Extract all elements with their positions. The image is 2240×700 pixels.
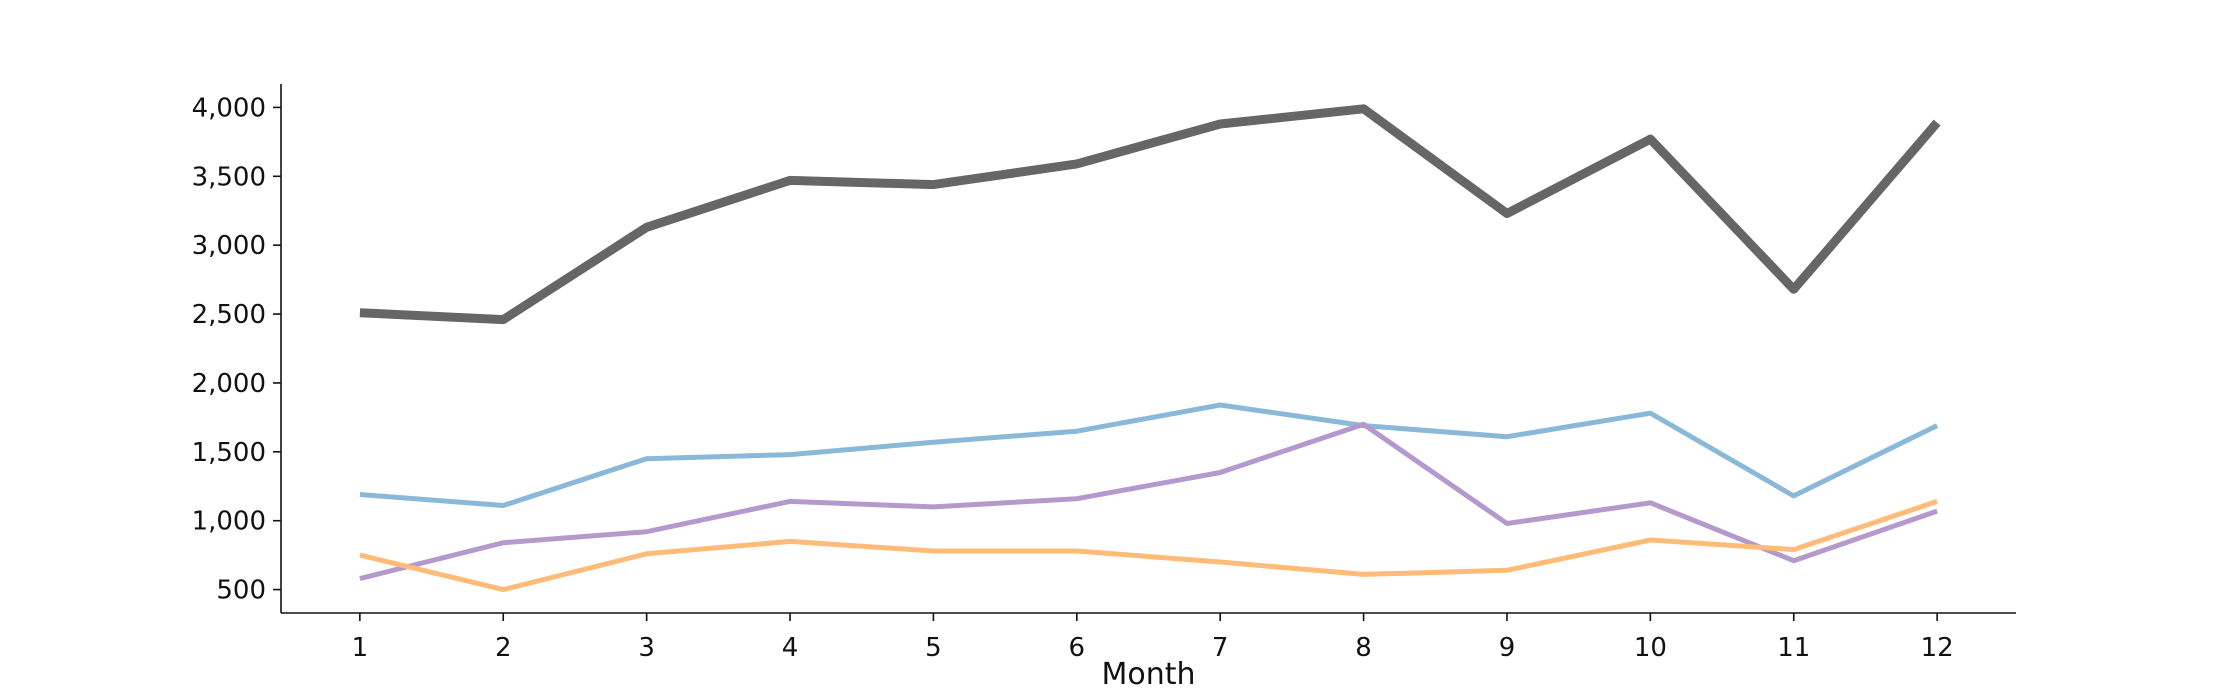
x-axis-ticks: 1 2 3 4 5 6 7 8 9 10 11 12 bbox=[352, 613, 1954, 663]
x-tick-label: 8 bbox=[1355, 633, 1372, 663]
series-line-1 bbox=[359, 104, 1941, 325]
x-tick-label: 4 bbox=[782, 633, 799, 663]
y-axis-ticks: 500 1,000 1,500 2,000 2,500 3,000 3,500 4,000 bbox=[192, 93, 281, 606]
y-tick-label: 2,500 bbox=[192, 300, 266, 330]
x-tick-label: 2 bbox=[495, 633, 512, 663]
series-line-3 bbox=[359, 421, 1938, 582]
x-tick-label: 10 bbox=[1634, 633, 1667, 663]
x-tick-label: 6 bbox=[1069, 633, 1086, 663]
x-tick-label: 12 bbox=[1921, 633, 1954, 663]
y-tick-label: 1,000 bbox=[192, 507, 266, 537]
x-tick-label: 9 bbox=[1499, 633, 1516, 663]
series-lines bbox=[359, 104, 1941, 593]
x-tick-label: 11 bbox=[1777, 633, 1810, 663]
series-line-4 bbox=[359, 499, 1938, 593]
y-tick-label: 4,000 bbox=[192, 93, 266, 123]
x-axis-title: Month bbox=[1101, 657, 1195, 692]
x-tick-label: 7 bbox=[1212, 633, 1229, 663]
y-tick-label: 3,500 bbox=[192, 162, 266, 192]
y-tick-label: 500 bbox=[216, 576, 266, 606]
x-tick-label: 1 bbox=[352, 633, 369, 663]
series-line-2 bbox=[359, 402, 1939, 508]
y-tick-label: 2,000 bbox=[192, 369, 266, 399]
y-tick-label: 1,500 bbox=[192, 438, 266, 468]
x-tick-label: 5 bbox=[925, 633, 942, 663]
x-tick-label: 3 bbox=[638, 633, 655, 663]
y-tick-label: 3,000 bbox=[192, 231, 266, 261]
